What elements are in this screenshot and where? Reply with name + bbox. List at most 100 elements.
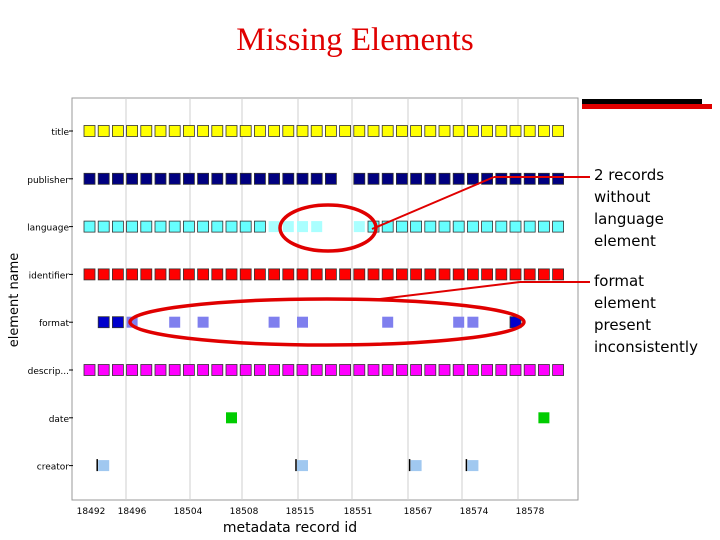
mark-publisher-28 bbox=[481, 172, 494, 185]
mark-publisher-23 bbox=[410, 172, 423, 185]
language-callout-line bbox=[371, 176, 495, 230]
mark-language-24 bbox=[424, 220, 437, 233]
mark-descrip-8 bbox=[197, 364, 210, 376]
mark-language-12 bbox=[253, 220, 266, 233]
mark-descrip-30 bbox=[509, 364, 522, 376]
mark-creator-15 bbox=[297, 460, 308, 472]
mark-descrip-13 bbox=[268, 364, 281, 376]
mark-title-17 bbox=[324, 125, 337, 137]
mark-format-1 bbox=[97, 316, 110, 329]
mark-publisher-9 bbox=[211, 172, 224, 185]
mark-publisher-24 bbox=[424, 172, 437, 185]
y-tick-label: publisher bbox=[27, 176, 69, 186]
mark-identifier-28 bbox=[481, 268, 494, 281]
mark-title-19 bbox=[353, 125, 366, 137]
mark-language-26 bbox=[452, 220, 465, 233]
mark-language-9 bbox=[211, 220, 224, 233]
mark-title-15 bbox=[296, 125, 309, 137]
y-tick-labels: title publisher language identifier format de… bbox=[27, 128, 73, 473]
mark-format-13 bbox=[268, 316, 280, 328]
mark-descrip-4 bbox=[140, 364, 153, 376]
mark-descrip-27 bbox=[466, 364, 479, 376]
mark-identifier-20 bbox=[367, 268, 380, 281]
mark-language-28 bbox=[481, 220, 494, 233]
mark-title-16 bbox=[310, 125, 323, 137]
mark-descrip-11 bbox=[239, 364, 252, 376]
mark-language-5 bbox=[154, 220, 167, 233]
mark-language-30 bbox=[509, 220, 522, 233]
mark-identifier-9 bbox=[211, 268, 224, 281]
mark-descrip-5 bbox=[154, 364, 167, 376]
mark-identifier-13 bbox=[268, 268, 281, 281]
mark-descrip-12 bbox=[253, 364, 266, 376]
mark-format-26 bbox=[453, 316, 465, 328]
mark-language-33 bbox=[552, 220, 564, 233]
mark-identifier-15 bbox=[296, 268, 309, 281]
mark-title-12 bbox=[253, 125, 266, 137]
mark-publisher-16 bbox=[310, 172, 323, 185]
mark-descrip-2 bbox=[112, 364, 124, 376]
y-tick-label: descrip... bbox=[28, 367, 69, 377]
mark-language-15 bbox=[297, 221, 308, 233]
mark-title-3 bbox=[126, 125, 138, 137]
mark-identifier-27 bbox=[466, 268, 479, 281]
mark-format-2 bbox=[112, 316, 124, 329]
y-axis-label: element name bbox=[7, 253, 22, 348]
mark-format-3 bbox=[126, 316, 138, 328]
mark-language-29 bbox=[495, 220, 508, 233]
mark-identifier-30 bbox=[509, 268, 522, 281]
mark-title-18 bbox=[339, 125, 352, 137]
mark-title-32 bbox=[538, 125, 550, 137]
mark-descrip-20 bbox=[367, 364, 380, 376]
mark-descrip-32 bbox=[538, 364, 550, 376]
x-axis-label: metadata record id bbox=[223, 520, 357, 536]
annotation-format: format element present inconsistently bbox=[594, 272, 698, 356]
slide-title: Missing Elements bbox=[236, 22, 474, 58]
mark-publisher-14 bbox=[282, 172, 295, 185]
mark-descrip-24 bbox=[424, 364, 437, 376]
mark-title-21 bbox=[381, 125, 394, 137]
mark-descrip-21 bbox=[381, 364, 394, 376]
mark-identifier-24 bbox=[424, 268, 437, 281]
x-tick-label: 18492 bbox=[77, 507, 106, 517]
mark-language-21 bbox=[381, 220, 394, 233]
mark-identifier-2 bbox=[112, 268, 124, 281]
mark-language-2 bbox=[112, 220, 124, 233]
mark-identifier-17 bbox=[324, 268, 337, 281]
mark-publisher-27 bbox=[466, 172, 479, 185]
x-tick-label: 18508 bbox=[230, 507, 259, 517]
mark-descrip-16 bbox=[310, 364, 323, 376]
mark-format-8 bbox=[197, 316, 209, 328]
mark-publisher-29 bbox=[495, 172, 508, 185]
mark-language-14 bbox=[282, 221, 294, 233]
mark-identifier-21 bbox=[381, 268, 394, 281]
mark-identifier-1 bbox=[97, 268, 110, 281]
mark-date-10 bbox=[226, 412, 237, 424]
mark-language-8 bbox=[197, 220, 210, 233]
mark-creator-1 bbox=[98, 460, 110, 472]
mark-identifier-32 bbox=[538, 268, 550, 281]
mark-publisher-25 bbox=[438, 172, 451, 185]
decorative-bar-red bbox=[582, 104, 712, 109]
mark-identifier-22 bbox=[395, 268, 408, 281]
mark-language-6 bbox=[168, 220, 181, 233]
mark-identifier-26 bbox=[452, 268, 465, 281]
mark-identifier-5 bbox=[154, 268, 167, 281]
mark-descrip-15 bbox=[296, 364, 309, 376]
mark-language-10 bbox=[225, 220, 238, 233]
mark-publisher-11 bbox=[239, 172, 252, 185]
mark-publisher-4 bbox=[140, 172, 153, 185]
mark-title-2 bbox=[112, 125, 124, 137]
mark-language-1 bbox=[97, 220, 110, 233]
mark-title-1 bbox=[97, 125, 110, 137]
annotation-language: 2 records without language element bbox=[594, 166, 665, 250]
x-tick-label: 18496 bbox=[118, 507, 147, 517]
mark-title-22 bbox=[395, 125, 408, 137]
x-tick-label: 18551 bbox=[344, 507, 373, 517]
mark-descrip-7 bbox=[182, 364, 195, 376]
mark-title-20 bbox=[367, 125, 380, 137]
y-tick-label: date bbox=[49, 415, 70, 425]
mark-language-13 bbox=[268, 221, 280, 233]
x-tick-label: 18574 bbox=[460, 507, 489, 517]
